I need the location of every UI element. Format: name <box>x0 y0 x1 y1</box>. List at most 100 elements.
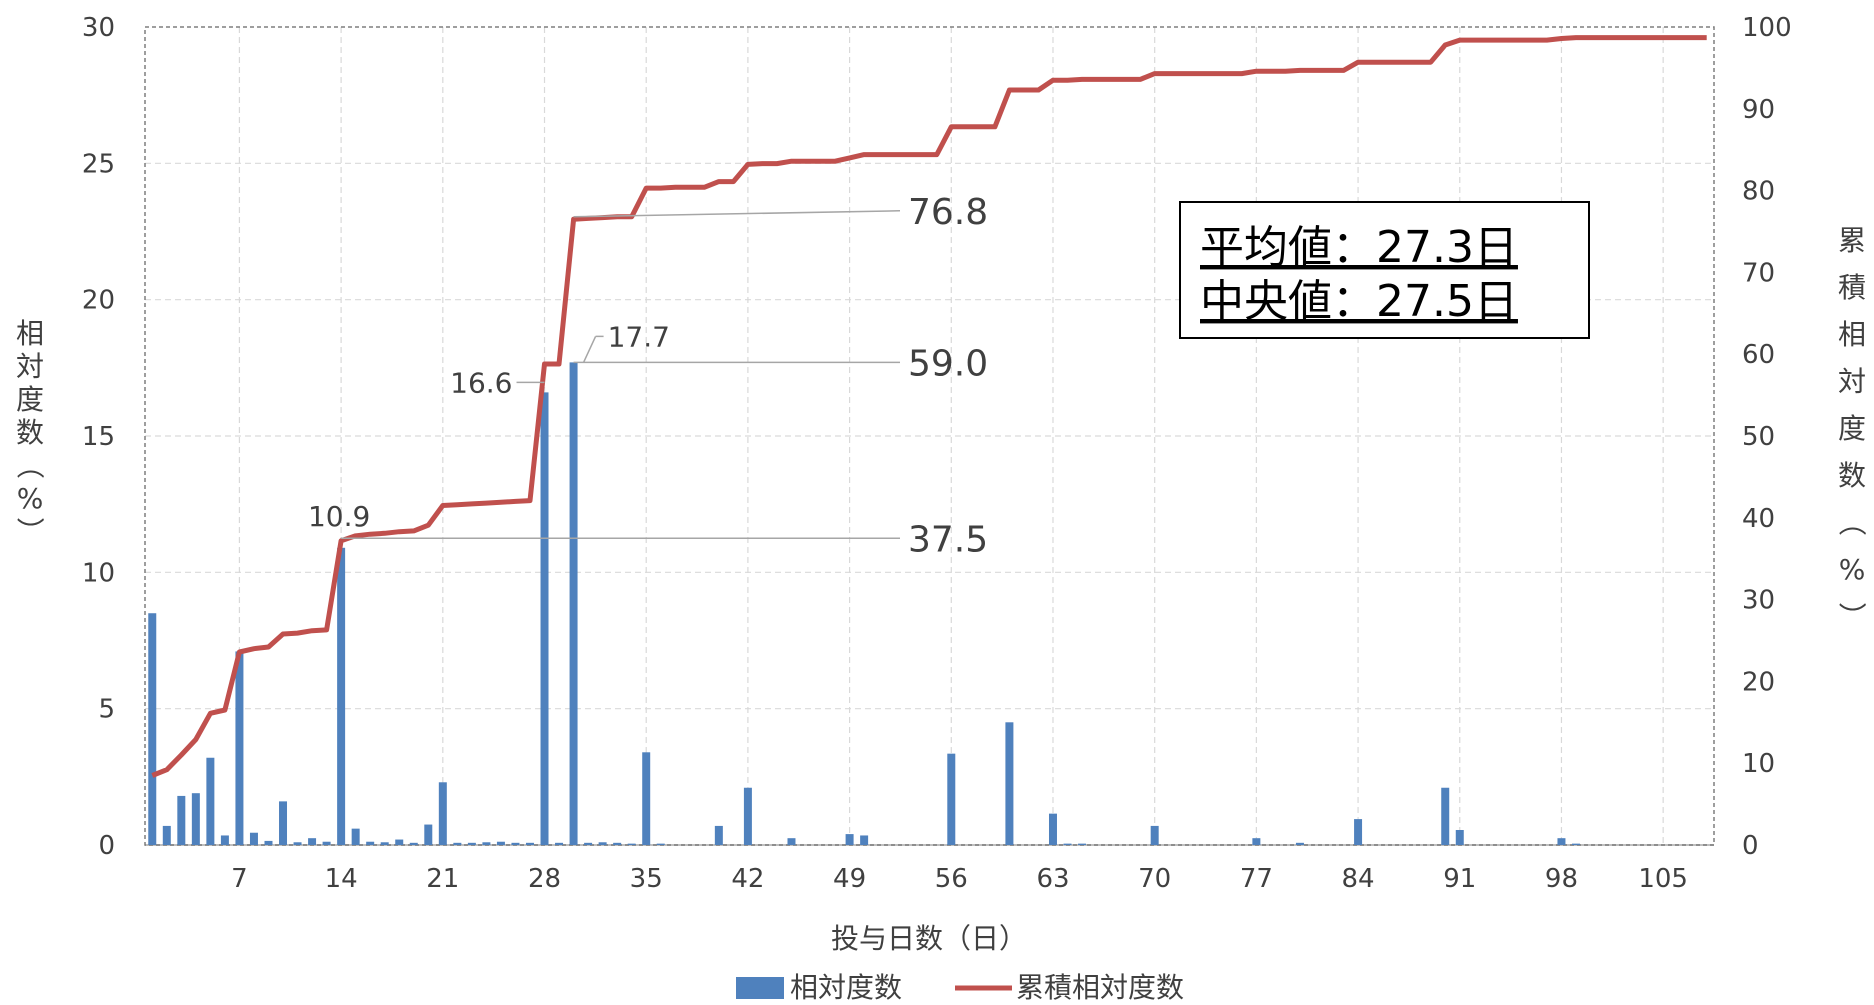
bar <box>845 834 854 845</box>
legend-label-bar: 相対度数 <box>790 971 902 1001</box>
bar <box>1295 842 1304 845</box>
y-left-axis-title: 相対度数（%） <box>13 317 46 545</box>
y-left-tick-label: 5 <box>98 695 115 725</box>
bar <box>496 841 505 845</box>
bar <box>743 787 752 845</box>
bar <box>293 842 302 845</box>
annotation-label: 59.0 <box>908 343 988 384</box>
y-left-tick-label: 30 <box>82 13 115 43</box>
bar <box>424 824 433 845</box>
x-tick-label: 21 <box>426 864 459 894</box>
bar <box>1150 825 1159 845</box>
legend: 相対度数 累積相対度数 <box>736 971 1184 1004</box>
bar <box>860 835 869 845</box>
y-right-tick-label: 40 <box>1742 504 1775 534</box>
y-left-tick-label: 15 <box>82 422 115 452</box>
x-axis-title: 投与日数（日） <box>831 922 1027 955</box>
annotation-label: 17.7 <box>608 320 670 353</box>
y-right-tick-label: 60 <box>1742 340 1775 370</box>
bar <box>380 842 389 845</box>
bar <box>613 842 622 845</box>
legend-swatch-bar <box>736 977 784 999</box>
y-right-tick-label: 30 <box>1742 586 1775 616</box>
axis-title-char: （ <box>13 451 46 479</box>
axis-title-char: 対 <box>1838 365 1866 398</box>
bar <box>162 825 171 845</box>
annotation-label: 10.9 <box>308 500 370 533</box>
plot-area-border <box>144 26 1715 846</box>
y-left-tick-label: 10 <box>82 558 115 588</box>
axis-title-char: （ <box>1835 508 1868 536</box>
bar <box>453 842 462 845</box>
y-right-tick-label: 100 <box>1742 13 1792 43</box>
x-tick-label: 91 <box>1443 864 1476 894</box>
axis-title-char: 度 <box>16 383 44 416</box>
bar <box>235 651 244 845</box>
bar <box>467 842 476 845</box>
y-right-tick-label: 20 <box>1742 667 1775 697</box>
cumulative-line <box>151 35 1707 778</box>
bar <box>279 801 288 845</box>
axis-title-char: ） <box>1835 602 1868 630</box>
bar <box>1571 843 1580 845</box>
bar <box>395 839 404 845</box>
stats-median: 中央値：27.5日 <box>1200 276 1518 327</box>
axis-title-char: 累 <box>1838 224 1866 257</box>
bar <box>555 842 564 845</box>
annotation-label: 76.8 <box>908 192 988 233</box>
x-tick-label: 77 <box>1240 864 1273 894</box>
bar <box>337 547 346 845</box>
bar <box>525 842 534 845</box>
bar <box>206 757 215 845</box>
bar <box>1441 787 1450 845</box>
x-tick-label: 84 <box>1342 864 1375 894</box>
x-tick-label: 56 <box>935 864 968 894</box>
bar <box>1063 843 1072 845</box>
bar <box>148 613 157 845</box>
y-right-axis-title: 累積相対度数 （% ） <box>1835 224 1868 630</box>
y-left-tick-label: 0 <box>98 831 115 861</box>
axis-title-char: 数 <box>1838 459 1866 492</box>
bar <box>1455 830 1464 845</box>
y-right-tick-label: 90 <box>1742 95 1775 125</box>
legend-label-line: 累積相対度数 <box>1016 971 1184 1001</box>
bar <box>438 782 447 845</box>
bar <box>351 828 360 845</box>
bar <box>598 842 607 845</box>
axis-title-char: 相 <box>1838 318 1866 351</box>
bar <box>308 838 317 845</box>
bar <box>714 825 723 845</box>
stats-box-frame <box>1179 201 1590 339</box>
annotation-label: 37.5 <box>908 519 988 560</box>
axis-title-char: 度 <box>1838 412 1866 445</box>
axis-title-char: 積 <box>1838 271 1866 304</box>
bar <box>409 842 418 845</box>
leader-line <box>573 210 901 218</box>
axis-title-char: % <box>1839 553 1866 586</box>
y-right-tick-label: 70 <box>1742 258 1775 288</box>
annotation-label: 16.6 <box>450 366 512 399</box>
bar <box>787 838 796 845</box>
bar <box>1354 819 1363 845</box>
x-tick-label: 63 <box>1036 864 1069 894</box>
axis-title-char: 相 <box>16 317 44 350</box>
axis-title-char: % <box>17 482 44 515</box>
y-left-tick-labels: 0 5 10 15 20 25 30 <box>82 13 115 861</box>
bar <box>1048 813 1057 845</box>
x-tick-label: 98 <box>1545 864 1578 894</box>
bar-series <box>148 362 1580 845</box>
bar <box>482 842 491 845</box>
x-tick-label: 7 <box>231 864 248 894</box>
x-tick-label: 70 <box>1138 864 1171 894</box>
bar <box>366 841 375 845</box>
bar <box>1078 843 1087 845</box>
leader-line <box>582 336 597 363</box>
x-tick-label: 35 <box>630 864 663 894</box>
y-right-tick-label: 0 <box>1742 831 1759 861</box>
bar <box>177 795 186 845</box>
bar <box>569 362 578 845</box>
bar <box>656 843 665 845</box>
bar <box>322 841 331 845</box>
x-tick-label: 42 <box>731 864 764 894</box>
y-left-tick-label: 20 <box>82 286 115 316</box>
